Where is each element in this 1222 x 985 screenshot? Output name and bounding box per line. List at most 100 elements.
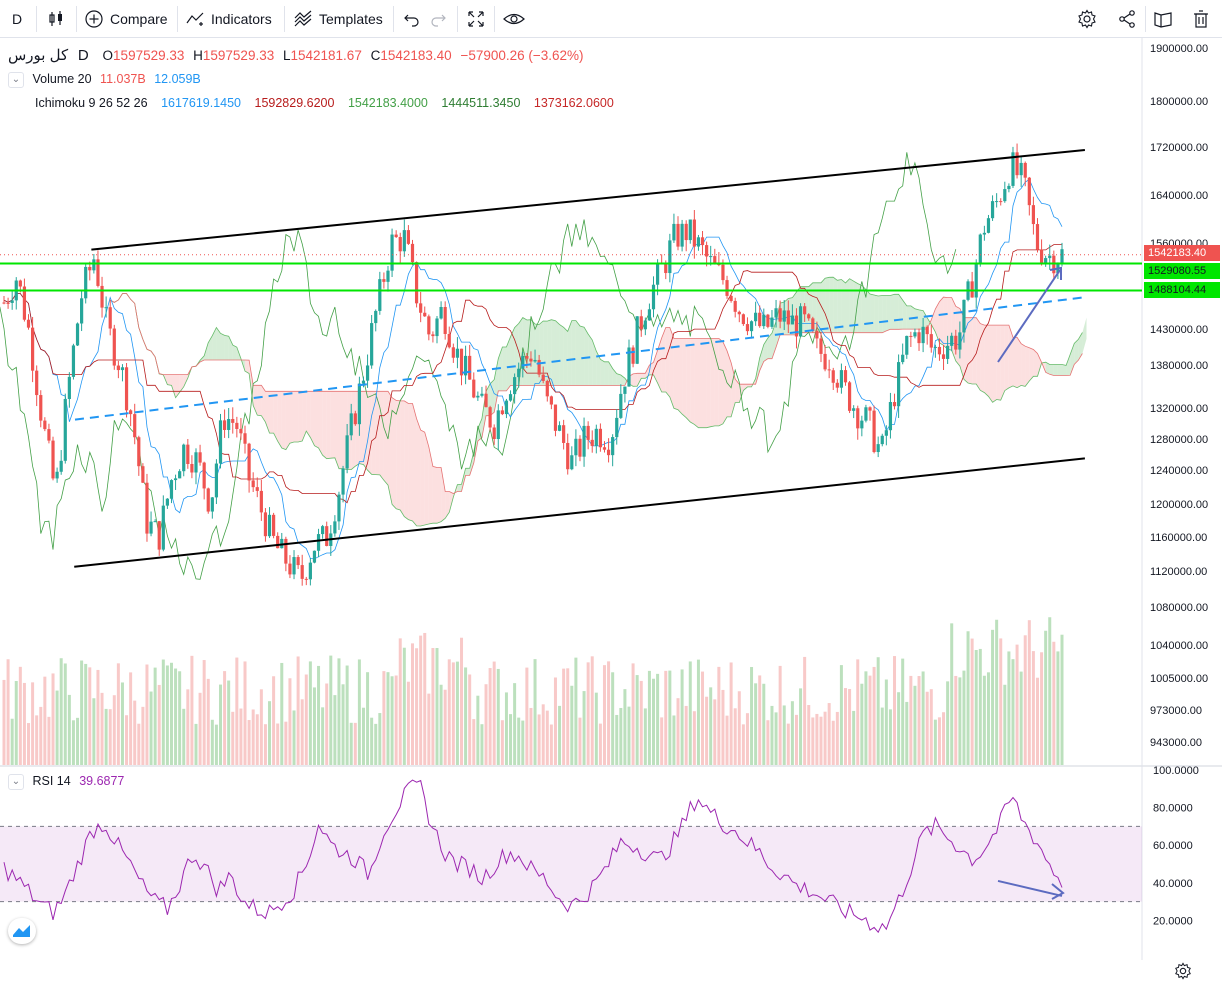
candle-body [843,370,848,383]
settings-button[interactable] [1077,0,1103,38]
candle-body [606,449,611,456]
eye-button[interactable] [503,0,531,38]
cloud-segment [208,335,213,361]
level-2-label: 1488104.44 [1144,282,1220,298]
chart-type-button[interactable] [46,0,72,38]
cloud-segment [314,391,319,448]
volume-bar [705,696,709,765]
volume-bar [570,685,574,765]
undo-icon [404,14,419,27]
cloud-segment [657,337,662,393]
cloud-segment [494,358,499,413]
candle-body [370,323,374,366]
volume-bar [549,724,553,765]
templates-button[interactable]: Templates [293,0,383,38]
tradingview-logo-button[interactable] [8,918,36,944]
cloud-segment [261,385,266,423]
volume-bar [206,678,210,765]
candle-body [713,256,717,265]
snapshot-button[interactable] [1191,0,1217,38]
candle-body [852,408,856,411]
volume-bar [137,723,141,765]
candle-body [827,369,831,371]
chart-canvas[interactable]: 1900000.00 1800000.00 1720000.00 1640000.00… [0,38,1222,960]
volume-name[interactable]: Volume 20 [32,72,92,87]
undo-button[interactable] [402,0,428,38]
volume-bar [856,659,860,765]
share-button[interactable] [1117,0,1143,38]
volume-bar [729,662,733,765]
volume-bar [513,683,517,765]
volume-bar [901,658,905,765]
volume-bar [676,698,680,765]
candle-body [222,420,227,430]
candle-body [394,234,398,238]
candle-body [929,334,933,348]
volume-bar [116,663,120,765]
cloud-segment [441,467,446,522]
volume-bar [786,723,790,765]
cloud-segment [216,327,221,361]
volume-bar [337,658,341,765]
candle-body [823,353,827,370]
legend-interval: D [77,47,89,64]
rsi-band [0,826,1142,902]
volume-bar [51,673,55,765]
cloud-segment [547,319,552,386]
volume-bar [47,716,51,765]
interval-button[interactable]: D [12,0,22,38]
candle-body [635,316,639,364]
candle-body [933,346,937,348]
cloud-segment [289,391,295,444]
layout-button[interactable] [1153,0,1179,38]
volume-bar [929,689,933,765]
interval-label: D [12,11,23,27]
cloud-segment [616,373,621,386]
rsi-name[interactable]: RSI 14 [32,774,71,789]
candle-body [406,230,411,244]
compare-button[interactable]: Compare [84,0,168,38]
candle-body [684,223,688,241]
volume-bar [129,672,133,765]
candle-body [545,380,549,397]
close-value: 1542183.40 [380,48,452,63]
candle-body [43,420,47,430]
volume-bar [827,703,831,765]
axis-settings-button[interactable] [1174,962,1194,982]
volume-bar [860,683,864,765]
cloud-segment [379,391,384,481]
candle-body [950,335,954,346]
cloud-segment [914,308,920,330]
cloud-segment [939,297,944,346]
symbol-name[interactable]: کل بورس [8,47,69,64]
cloud-segment [257,385,262,416]
collapse-toggle[interactable]: ⌄ [8,72,24,88]
ichimoku-name[interactable]: Ichimoku 9 26 52 26 [35,96,148,110]
indicators-button[interactable]: Indicators [185,0,272,38]
collapse-toggle[interactable]: ⌄ [8,774,24,790]
candle-body [913,332,917,337]
volume-bar [455,661,459,765]
candle-body [35,370,39,396]
price-tick-label: 1160000.00 [1150,532,1207,544]
candle-body [631,347,635,364]
candle-body [717,264,721,266]
candle-body [1035,224,1040,250]
candle-body [1011,152,1015,186]
volume-bar [1044,630,1048,765]
low-value: 1542181.67 [290,48,362,63]
candle-body [611,437,615,456]
volume-bar [431,648,435,765]
ichimoku-spanb-value: 1373162.0600 [533,96,614,110]
volume-bar [361,707,365,765]
candle-body [480,393,484,396]
fullscreen-button[interactable] [466,0,492,38]
volume-bar [950,623,954,765]
toolbar-divider [457,6,458,32]
candle-body [386,270,390,282]
candle-body [251,480,255,488]
trash-icon [1194,10,1208,28]
toolbar-divider [1145,6,1146,32]
price-tick-label: 943000.00 [1150,737,1202,749]
redo-button[interactable] [428,0,454,38]
